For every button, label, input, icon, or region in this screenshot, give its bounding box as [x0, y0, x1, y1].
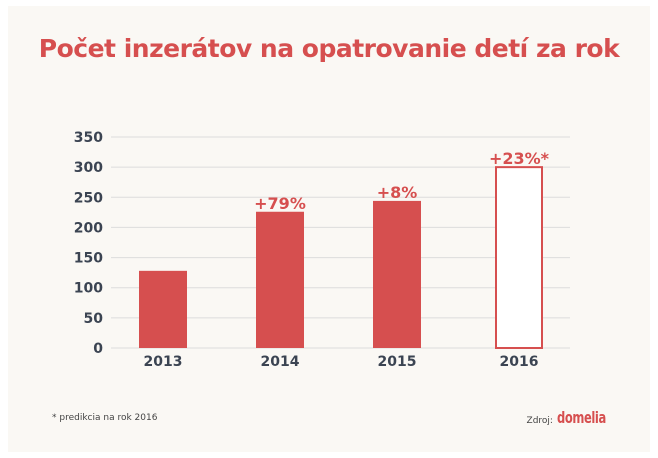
y-tick-label: 0	[93, 341, 103, 357]
y-tick-label: 200	[74, 220, 103, 236]
x-tick-label: 2014	[261, 354, 300, 370]
footnote: * predikcia na rok 2016	[52, 413, 158, 423]
source-label: Zdroj:	[526, 416, 553, 426]
y-tick-label: 150	[74, 251, 103, 267]
bar	[256, 211, 304, 348]
domelia-logo: domelia	[556, 408, 606, 427]
y-tick-label: 100	[74, 281, 103, 297]
bar	[139, 270, 187, 348]
y-tick-label: 50	[84, 311, 104, 327]
x-tick-label: 2016	[500, 354, 539, 370]
y-tick-label: 250	[74, 190, 103, 206]
bar	[373, 200, 421, 348]
y-tick-label: 300	[74, 160, 103, 176]
bar-predicted	[495, 166, 543, 349]
x-tick-label: 2013	[144, 354, 183, 370]
data-label: +23%*	[489, 149, 550, 168]
data-label: +8%	[377, 183, 418, 202]
x-tick-label: 2015	[378, 354, 417, 370]
chart-title: Počet inzerátov na opatrovanie detí za r…	[38, 34, 620, 63]
source: Zdroj: domelia	[527, 408, 618, 427]
data-label: +79%	[254, 194, 306, 213]
y-tick-label: 350	[74, 130, 103, 146]
